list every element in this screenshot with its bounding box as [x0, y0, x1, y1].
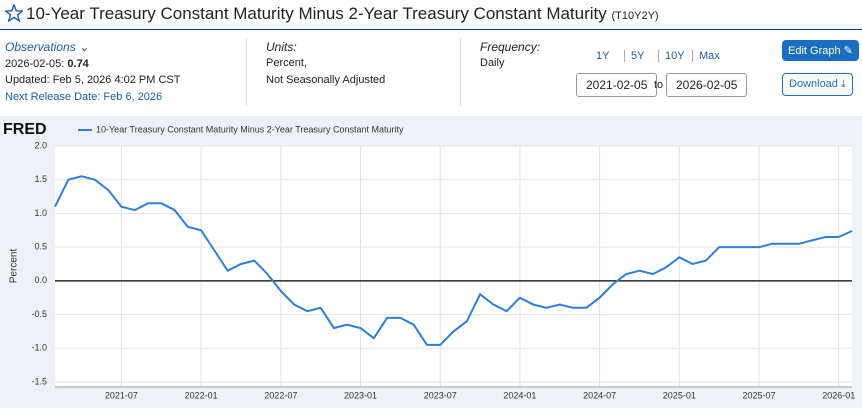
- y-tick-label: 0.0: [34, 275, 47, 285]
- x-tick-label: 2026-01: [822, 390, 855, 400]
- x-tick-label: 2023-01: [344, 390, 377, 400]
- x-tick-label: 2025-07: [743, 390, 776, 400]
- divider: [0, 29, 862, 30]
- x-tick-label: 2024-07: [583, 390, 616, 400]
- x-tick-label: 2025-01: [663, 390, 696, 400]
- range-button[interactable]: 1Y: [596, 50, 610, 62]
- data-line: [54, 175, 853, 346]
- units-label: Units:: [266, 40, 297, 54]
- title: 10-Year Treasury Constant Maturity Minus…: [26, 4, 659, 24]
- y-tick-label: -0.5: [31, 309, 47, 319]
- y-tick-label: 1.0: [34, 208, 47, 218]
- range-button[interactable]: 10Y: [658, 50, 691, 62]
- x-tick-label: 2024-01: [503, 390, 536, 400]
- range-button[interactable]: Max: [692, 50, 726, 62]
- observations-label[interactable]: Observations ⌄: [5, 40, 90, 54]
- x-tick-label: 2021-07: [105, 390, 138, 400]
- brand: FRED: [3, 121, 47, 138]
- download-button[interactable]: Download ⤓: [782, 73, 853, 96]
- y-tick-label: 1.5: [34, 174, 47, 184]
- edit-graph-button[interactable]: Edit Graph ✎: [782, 40, 859, 61]
- obs-value: 0.74: [67, 58, 89, 70]
- legend-label: 10-Year Treasury Constant Maturity Minus…: [96, 124, 404, 134]
- sep: [460, 38, 461, 106]
- to-label: to: [654, 79, 664, 91]
- next-release[interactable]: Next Release Date: Feb 6, 2026: [5, 91, 163, 103]
- plot-area: [55, 146, 852, 387]
- units: Not Seasonally Adjusted: [266, 74, 386, 86]
- updated: Updated: Feb 5, 2026 4:02 PM CST: [5, 74, 181, 86]
- frequency-label: Frequency:: [480, 40, 541, 54]
- download-label: Download: [789, 78, 838, 90]
- star-icon[interactable]: [5, 4, 23, 22]
- obs-date: 2026-02-05:: [5, 58, 65, 70]
- y-tick-label: 2.0: [34, 140, 47, 150]
- series-id: (T10Y2Y): [611, 10, 659, 22]
- units: Percent,: [266, 57, 307, 69]
- sep: [246, 38, 247, 106]
- start-date-input[interactable]: 2021-02-05: [576, 73, 658, 97]
- range-button[interactable]: 5Y: [624, 50, 650, 62]
- y-tick-label: -1.0: [31, 343, 47, 353]
- x-tick-label: 2022-01: [185, 390, 218, 400]
- x-tick-label: 2022-07: [264, 390, 297, 400]
- frequency: Daily: [480, 57, 505, 69]
- obs-label: Observations: [5, 40, 76, 54]
- end-date-input[interactable]: 2026-02-05: [666, 73, 748, 97]
- chart: FRED 10-Year Treasury Constant Maturity …: [0, 116, 862, 408]
- y-tick-label: -1.5: [31, 376, 47, 386]
- x-tick-label: 2023-07: [424, 390, 457, 400]
- y-tick-label: 0.5: [34, 242, 47, 252]
- y-axis-label: Percent: [9, 249, 20, 284]
- edit-label: Edit Graph: [788, 45, 841, 57]
- observation: 2026-02-05: 0.74: [5, 58, 89, 70]
- title-text: 10-Year Treasury Constant Maturity Minus…: [26, 4, 607, 23]
